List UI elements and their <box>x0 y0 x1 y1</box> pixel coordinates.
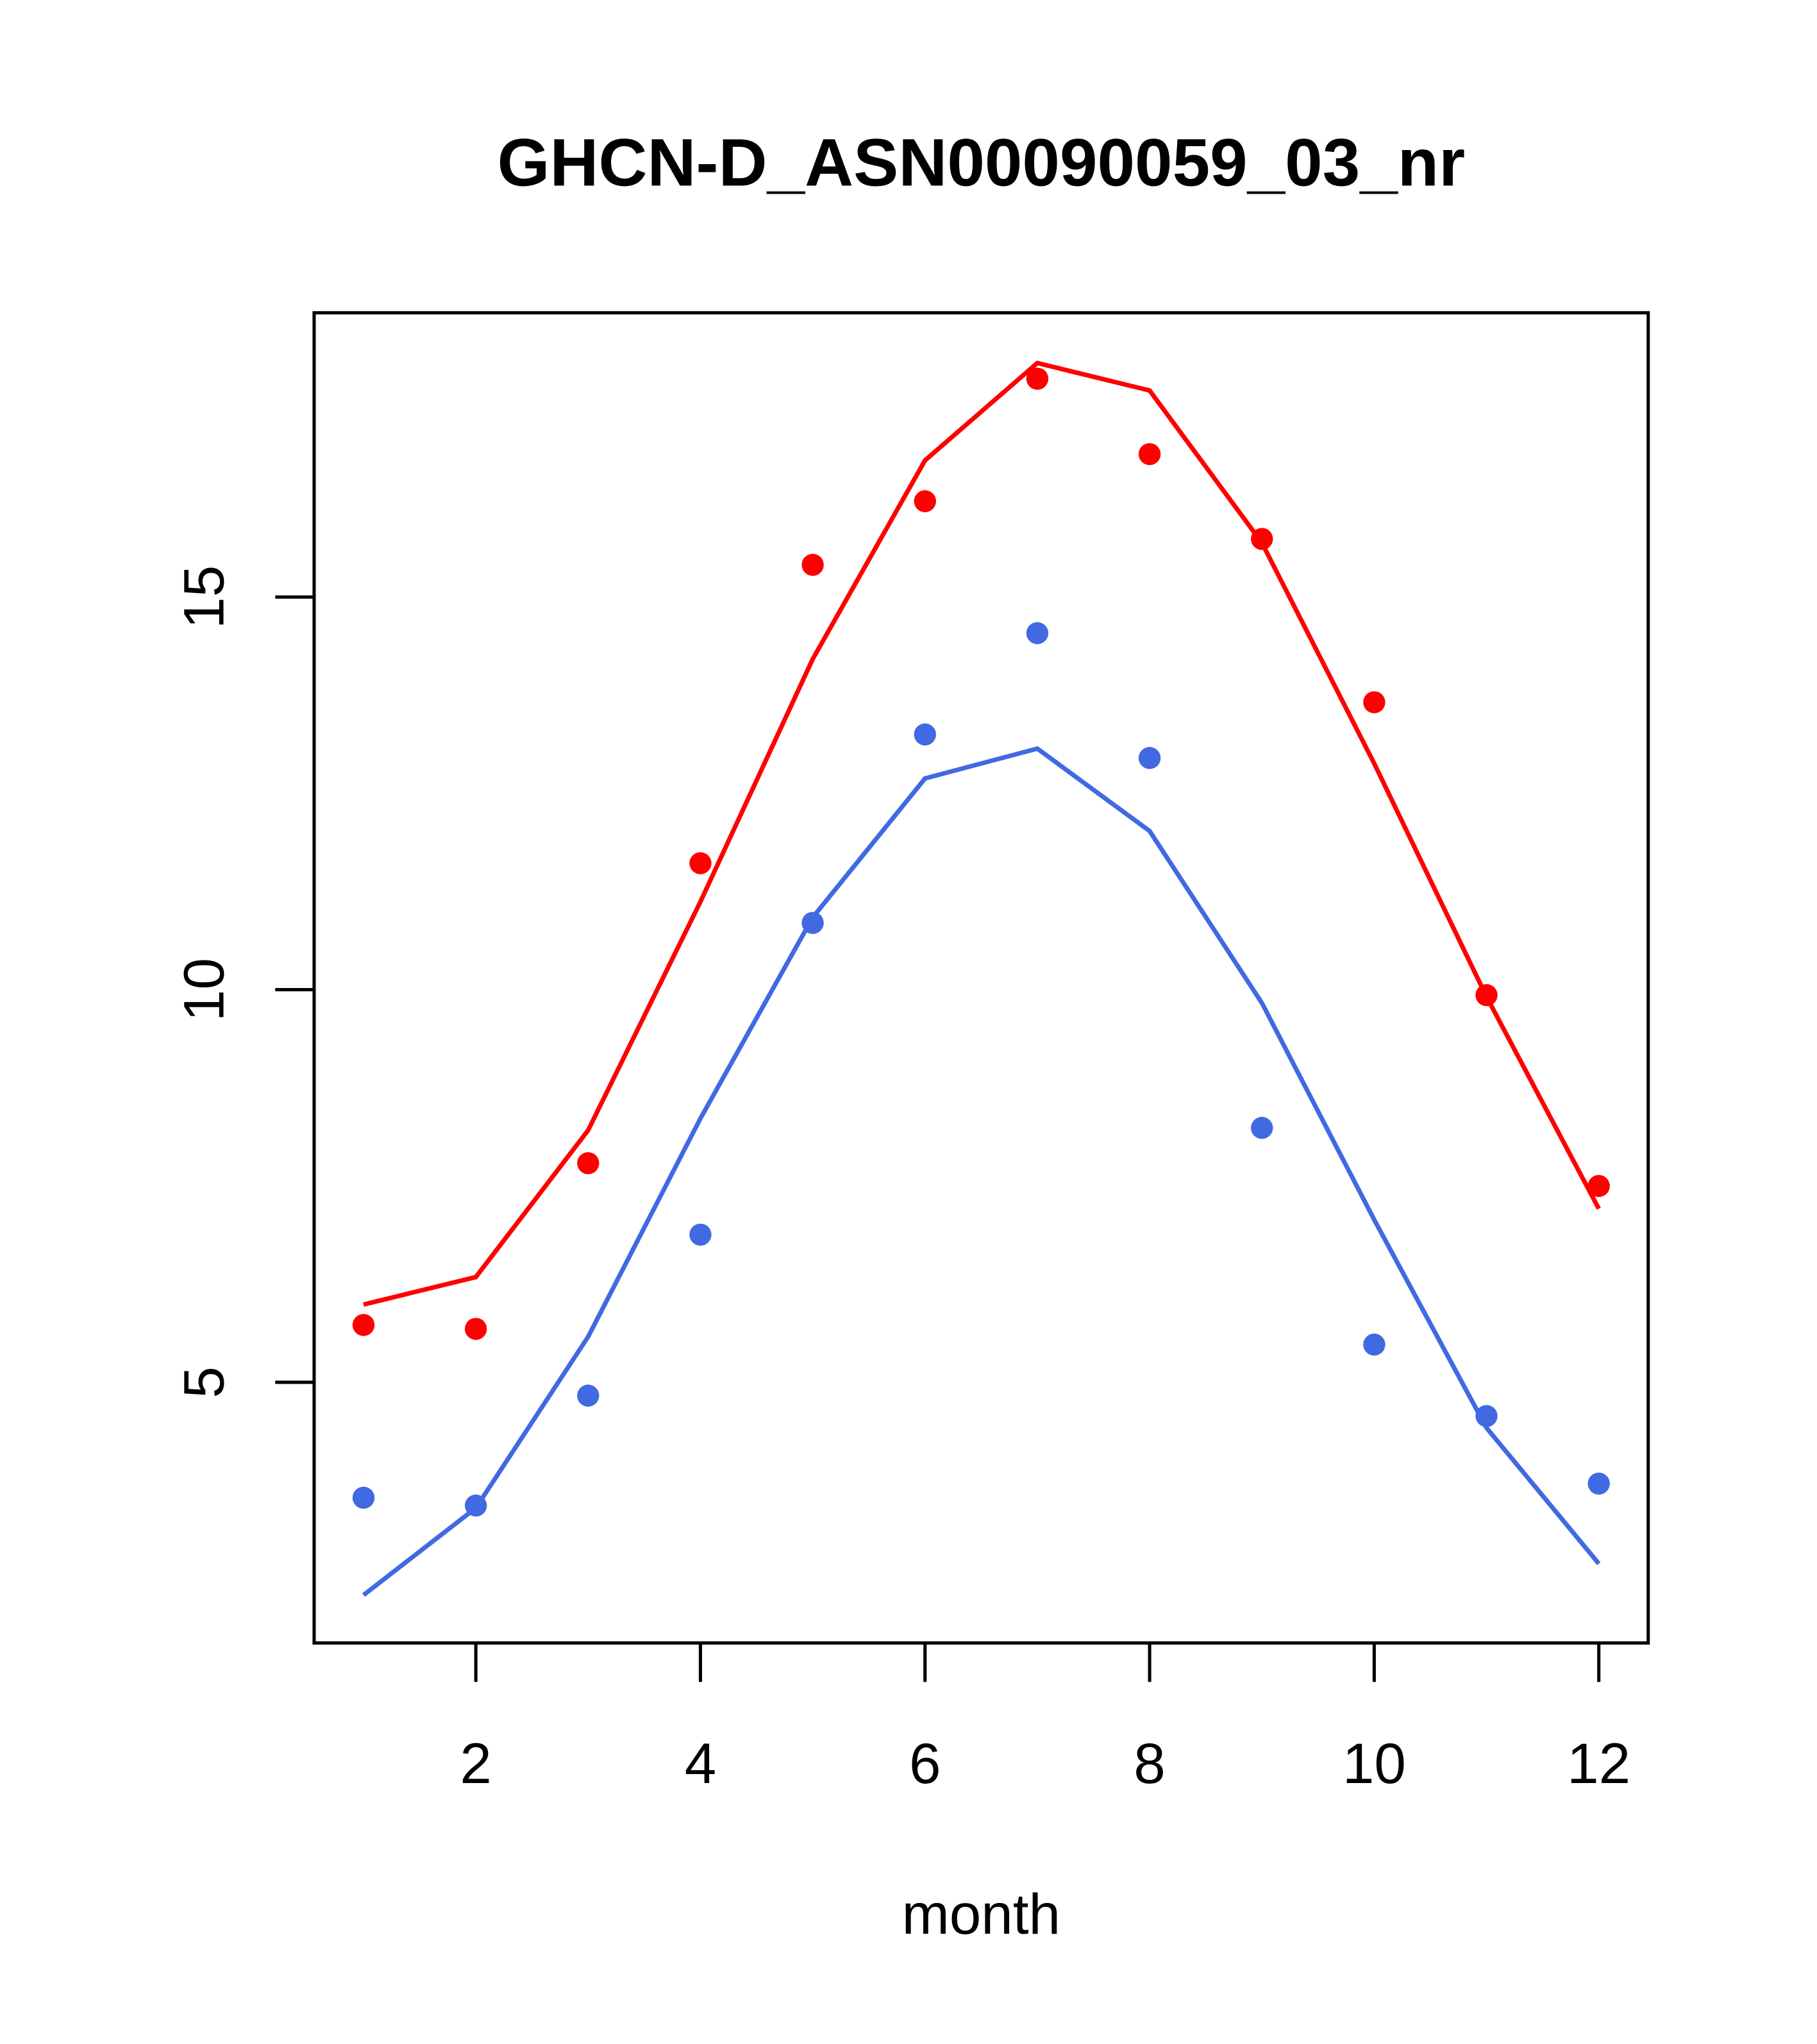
max-point <box>689 852 712 875</box>
min-point <box>1363 1333 1386 1356</box>
min-point <box>1475 1405 1498 1427</box>
x-tick-label: 6 <box>909 1731 941 1795</box>
y-tick-label: 5 <box>171 1366 235 1398</box>
min-point <box>1138 747 1161 769</box>
x-tick-label: 10 <box>1343 1731 1406 1795</box>
max-point <box>577 1152 599 1175</box>
min-point <box>1251 1116 1273 1139</box>
axes: 2 4 6 8 10 12 5 10 15 <box>171 565 1630 1796</box>
max-point <box>1251 528 1273 550</box>
x-tick-label: 12 <box>1567 1731 1630 1795</box>
min-point <box>801 912 824 934</box>
min-point <box>1587 1472 1610 1495</box>
max-point <box>352 1314 375 1336</box>
series-group <box>352 360 1610 1597</box>
min-point <box>352 1486 375 1509</box>
max-point <box>914 490 936 512</box>
max-point <box>801 553 824 576</box>
max-point <box>1475 984 1498 1007</box>
max-point <box>1026 367 1049 390</box>
chart-title: GHCN-D_ASN00090059_03_nr <box>498 125 1465 200</box>
max-point <box>1363 691 1386 714</box>
min-line <box>362 746 1601 1597</box>
x-axis-label: month <box>902 1882 1061 1946</box>
min-point <box>689 1223 712 1246</box>
y-tick-label: 15 <box>171 565 235 629</box>
max-line <box>363 360 1601 1307</box>
max-point <box>1587 1175 1610 1197</box>
min-point <box>464 1495 487 1517</box>
x-tick-label: 4 <box>685 1731 717 1795</box>
x-tick-label: 2 <box>460 1731 492 1795</box>
plot-frame <box>312 311 1650 1645</box>
min-point <box>577 1384 599 1407</box>
min-point <box>1026 622 1049 644</box>
y-tick-label: 10 <box>171 958 235 1021</box>
max-point <box>464 1318 487 1340</box>
min-point <box>914 723 936 746</box>
x-tick-label: 8 <box>1134 1731 1166 1795</box>
max-point <box>1138 443 1161 465</box>
